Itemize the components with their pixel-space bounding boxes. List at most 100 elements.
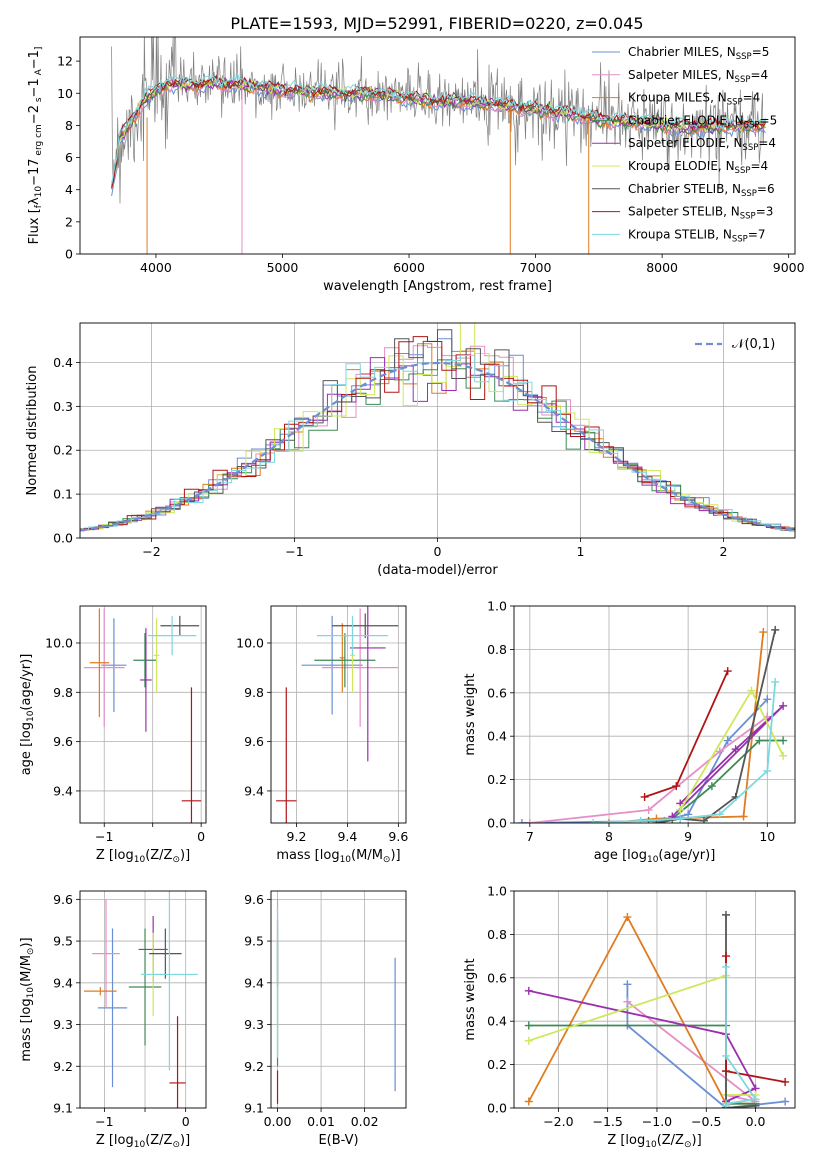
errorbar-point: [160, 615, 200, 636]
weight-marker: [699, 816, 708, 823]
y-tick-label: 9.8: [244, 685, 264, 700]
y-tick-label: 2: [65, 214, 73, 229]
weight-line-8: [725, 967, 758, 1106]
weight-marker: [672, 782, 681, 791]
x-tick-label: 0.00: [264, 1114, 292, 1129]
errorbar-point: [101, 618, 127, 713]
weight-marker: [623, 980, 632, 989]
legend-n-value: 4: [761, 159, 769, 173]
label-part: ⊙: [684, 1140, 692, 1150]
label-part: mass [log: [276, 848, 339, 863]
label-part: (M/M: [19, 955, 34, 987]
histogram-2: [80, 343, 795, 532]
y-tick-label: 0.0: [53, 531, 73, 546]
legend-entry: Kroupa STELIB, NSSP=7: [628, 227, 766, 244]
weight-line-5: [528, 974, 756, 1096]
y-tick-label: 9.8: [53, 685, 73, 700]
label-part: age [log: [19, 722, 34, 775]
plot-area: [80, 606, 206, 823]
x-tick-label: 9: [684, 829, 692, 844]
x-tick-label: 8: [605, 829, 613, 844]
errorbar-point: [89, 608, 110, 717]
weight-line-8: [593, 681, 777, 823]
weight-marker: [721, 952, 730, 961]
x-tick-label: −2: [142, 544, 160, 559]
x-tick-label: 10: [759, 829, 775, 844]
y-tick-label: 0.8: [487, 927, 507, 942]
weight-marker: [623, 913, 632, 922]
weight-line-4: [528, 989, 757, 1103]
y-tick-label: 4: [65, 182, 73, 197]
y-tick-label: 0.4: [53, 355, 73, 370]
weight-marker: [676, 814, 685, 823]
label-part: )]: [180, 1133, 190, 1148]
model-spectrum-8: [111, 72, 766, 185]
legend-n-sub: SSP: [727, 98, 743, 108]
legend-n-label: N: [727, 45, 736, 59]
errorbar-point: [140, 628, 152, 732]
errorbar-point: [140, 891, 198, 1071]
y-tick-label: 1.0: [487, 884, 507, 899]
label-part: λ: [27, 197, 42, 205]
legend-n-value: 4: [761, 68, 769, 82]
y-tick-label: 9.1: [244, 1101, 264, 1116]
x-axis-label: Z [log10(Z/Z⊙)]: [96, 1133, 190, 1150]
axes-spectrum: 4000 5000 6000 7000 8000 9000 0 2 4 6 8 10 12 wavelen…: [27, 36, 805, 294]
legend-model-name: Kroupa MILES: [628, 91, 710, 105]
legend-n-sub: SSP: [740, 212, 756, 222]
label-part: 10: [134, 855, 146, 865]
plot-area: [514, 891, 795, 1108]
axes-mass-vs-reddening: 0.00 0.01 0.02 9.1 9.2 9.3 9.4 9.5 9.6 E(B-V): [244, 890, 407, 1148]
weight-marker: [759, 628, 768, 637]
axes-age-vs-metallicity: −1 09.49.69.810.0Z [log10(Z/Z⊙)]age [log1…: [19, 605, 207, 865]
y-tick-label: 10: [57, 86, 73, 101]
label-part: Z [log: [96, 848, 134, 863]
x-tick-label: 5000: [267, 260, 299, 275]
label-part: −2: [27, 105, 42, 124]
legend-n-value: 4: [753, 91, 761, 105]
weight-line-3: [648, 739, 784, 822]
x-tick-label: 2: [720, 544, 728, 559]
y-tick-label: 1.0: [487, 599, 507, 614]
label-part: Z [log: [96, 1133, 134, 1148]
errorbar-point: [349, 606, 386, 762]
legend-n-label: N: [718, 91, 727, 105]
errorbar-point: [133, 633, 157, 688]
legend-entry: Kroupa ELODIE, NSSP=4: [628, 159, 768, 176]
legend-model-name: Kroupa STELIB: [628, 227, 715, 241]
weight-marker: [707, 782, 716, 791]
y-tick-label: 9.6: [244, 892, 264, 907]
axes-frame: [79, 605, 207, 824]
y-tick-label: 9.6: [53, 892, 73, 907]
y-axis-label: Normed distribution: [25, 366, 40, 496]
x-tick-label: 0: [434, 544, 442, 559]
label-part: )]: [390, 848, 400, 863]
y-axis-label: age [log10(age/yr)]: [19, 654, 36, 776]
weight-marker: [721, 910, 730, 919]
weight-marker: [763, 695, 772, 704]
x-tick-label: −0.5: [691, 1114, 721, 1129]
y-tick-label: 6: [65, 150, 73, 165]
errorbar-point: [128, 928, 162, 1046]
y-tick-label: 10.0: [45, 635, 73, 650]
histogram-7: [80, 336, 795, 531]
label-part: −1: [27, 50, 42, 69]
legend-entry: Chabrier STELIB, NSSP=6: [628, 182, 775, 199]
errorbar-point: [149, 928, 182, 979]
weight-marker: [721, 1051, 730, 1060]
legend-n-label: N: [733, 136, 742, 150]
weight-marker: [524, 1097, 533, 1106]
label-part: ]: [34, 47, 44, 51]
label-part: Z [log: [607, 1133, 645, 1148]
errorbar-point: [181, 687, 202, 823]
label-part: f: [34, 204, 44, 208]
legend-entry: Chabrier MILES, NSSP=5: [628, 45, 769, 62]
legend-model-name: Salpeter STELIB: [628, 205, 723, 219]
x-axis-label: mass [log10(M/M⊙)]: [276, 848, 400, 865]
axes-frame: [270, 890, 407, 1109]
axes-residuals: −2 −1 0 1 2 0.0 0.1 0.2 0.3 0.4 (data-model)/error…: [25, 322, 796, 578]
x-tick-label: 8000: [646, 260, 678, 275]
errorbar-point: [83, 608, 125, 727]
axes-mass-vs-metallicity: −1 09.19.29.39.49.59.6Z [log10(Z/Z⊙)]mass…: [19, 890, 207, 1150]
weight-marker: [747, 686, 756, 695]
